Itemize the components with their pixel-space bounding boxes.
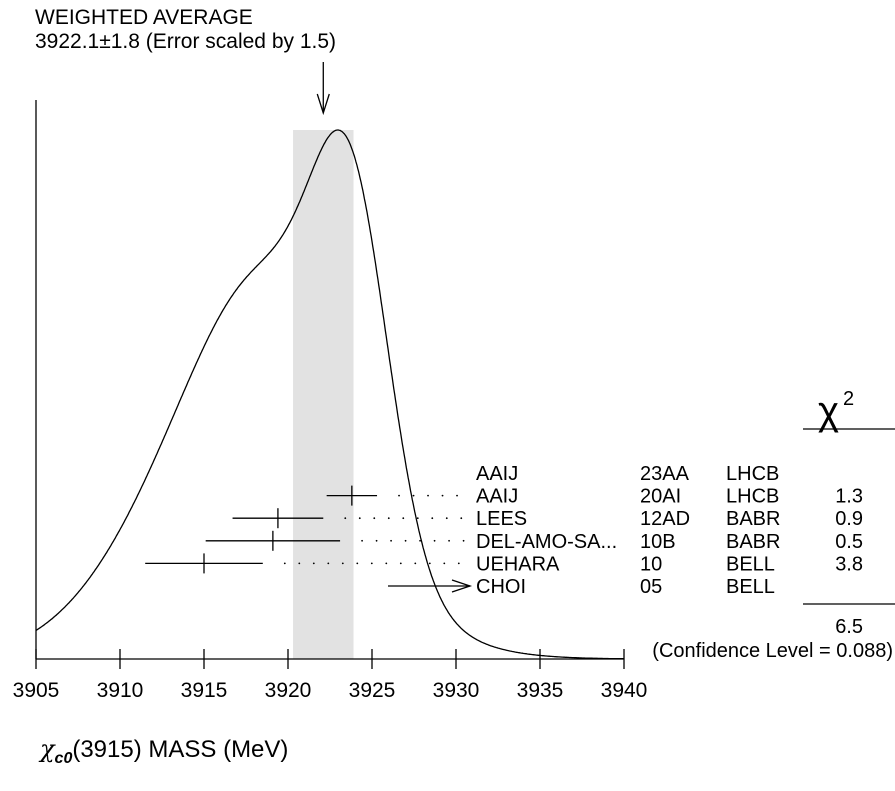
table-exp: BABR	[726, 531, 780, 553]
leader-dot	[445, 517, 448, 520]
x-tick-label: 3925	[349, 679, 396, 702]
weighted-average-value: 3922.1±1.8 (Error scaled by 1.5)	[35, 30, 337, 53]
leader-dot	[441, 494, 444, 497]
leader-dot	[361, 539, 363, 542]
table-author: CHOI	[476, 576, 526, 598]
table-exp: BELL	[726, 553, 775, 575]
leader-dot	[385, 562, 388, 565]
leader-dot	[456, 494, 458, 497]
x-tick-label: 3910	[97, 679, 144, 702]
leader-dot	[412, 494, 415, 497]
table-ref: 05	[640, 576, 662, 598]
x-tick-label: 3940	[601, 679, 648, 702]
leader-dot	[356, 562, 359, 565]
leader-dot	[375, 539, 378, 542]
table-chi2: 3.8	[835, 553, 863, 575]
leader-dot	[404, 539, 407, 542]
chi2-header: χ	[818, 389, 839, 433]
table-exp: BELL	[726, 576, 775, 598]
x-axis-label-symbol: χ	[40, 735, 55, 763]
weighted-average-band	[293, 130, 354, 659]
leader-dot	[390, 539, 392, 542]
x-axis-label-subscript: c0	[54, 749, 73, 767]
leader-dot	[460, 517, 463, 520]
x-axis-label-text: (3915) MASS (MeV)	[72, 736, 289, 763]
leader-dot	[419, 539, 421, 542]
weighted-average-arrow-head	[316, 93, 330, 116]
table-chi2: 0.9	[835, 508, 863, 530]
x-tick-label: 3915	[181, 679, 228, 702]
leader-dot	[427, 494, 429, 497]
x-axis-label: χc0(3915) MASS (MeV)	[40, 735, 288, 768]
table-ref: 12AD	[640, 508, 690, 530]
leader-dot	[428, 562, 431, 565]
leader-dot	[416, 517, 419, 520]
leader-dot	[462, 539, 465, 542]
leader-dot	[341, 562, 344, 565]
ideogram-curve	[35, 129, 624, 660]
x-tick-label: 3930	[433, 679, 480, 702]
table-exp: LHCB	[726, 463, 779, 485]
leader-dot	[433, 539, 436, 542]
leader-dot	[414, 562, 417, 565]
x-tick-label: 3935	[517, 679, 564, 702]
leader-dot	[344, 517, 347, 520]
table-exp: BABR	[726, 508, 780, 530]
leader-dot	[373, 517, 376, 520]
table-author: DEL-AMO-SA...	[476, 531, 617, 553]
leader-dot	[402, 517, 405, 520]
leader-dot	[398, 494, 400, 497]
leader-dot	[312, 562, 315, 565]
table-chi2: 0.5	[835, 531, 863, 553]
table-exp: LHCB	[726, 486, 779, 508]
leader-dot	[431, 517, 434, 520]
leader-dot	[283, 562, 286, 565]
offscale-arrow-head	[451, 579, 473, 593]
weighted-average-title: WEIGHTED AVERAGE	[35, 6, 253, 29]
table-ref: 10	[640, 553, 662, 575]
leader-dot	[387, 517, 390, 520]
leader-dot	[370, 562, 373, 565]
leader-dot	[399, 562, 402, 565]
chi2-header-superscript: 2	[843, 388, 854, 410]
x-tick-label: 3920	[265, 679, 312, 702]
x-tick-label: 3905	[13, 679, 60, 702]
leader-dot	[358, 517, 361, 520]
leader-dot	[327, 562, 330, 565]
table-ref: 20AI	[640, 486, 681, 508]
chi2-total: 6.5	[835, 616, 863, 638]
leader-dot	[448, 539, 450, 542]
leader-dot	[443, 562, 446, 565]
table-author: UEHARA	[476, 553, 560, 575]
table-author: AAIJ	[476, 486, 518, 508]
confidence-level: (Confidence Level = 0.088)	[652, 640, 893, 662]
table-ref: 10B	[640, 531, 676, 553]
leader-dot	[457, 562, 460, 565]
table-chi2: 1.3	[835, 486, 863, 508]
leader-dot	[298, 562, 301, 565]
table-author: AAIJ	[476, 463, 518, 485]
table-ref: 23AA	[640, 463, 690, 485]
table-author: LEES	[476, 508, 527, 530]
